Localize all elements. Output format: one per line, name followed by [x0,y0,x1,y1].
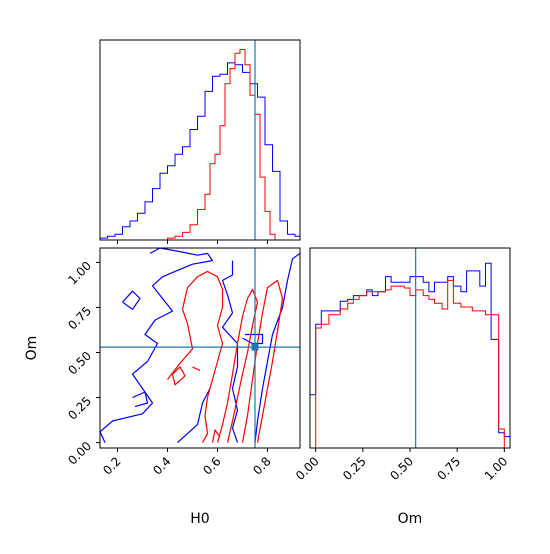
om-tick-label: 0.50 [65,349,94,378]
h0-tick-label: 0.4 [150,454,173,477]
x-axis-label-om: Om [398,511,423,527]
contour-blue-3 [254,252,300,443]
x-axis-label-h0: H0 [190,511,209,527]
om-hist-series-red [315,279,505,448]
contour-blue-2 [221,260,239,443]
h0-hist-frame [99,39,301,241]
h0-hist-series-red [167,49,276,240]
om-tick-label: 0.00 [65,439,94,468]
contour-blue-6 [132,391,149,408]
om-hist-series-blue [309,262,511,448]
contour-red-3 [171,366,186,386]
om-tick-label: 0.25 [65,394,94,423]
contour-red-5 [211,429,221,443]
h0-om-joint-panel: 0.2 0.4 0.6 0.8 0.00 0.25 0.50 0.75 1.00 H0 Om [24,247,301,527]
y-axis-label-om: Om [24,336,40,361]
joint-plot-area [100,248,300,448]
om-tick-label: 0.75 [434,454,463,483]
om-tick-label: 0.50 [387,454,416,483]
contour-red-2 [241,279,284,443]
om-tick-label: 1.00 [65,259,94,288]
contour-blue-4 [242,333,264,345]
joint-frame [99,247,301,449]
contour-red-1 [216,288,259,443]
h0-tick-label: 0.8 [250,454,273,477]
contour-red-0 [167,270,224,443]
om-tick-label: 1.00 [482,454,511,483]
contour-blue-5 [122,290,141,310]
h0-hist-series-blue [99,62,301,240]
contour-blue-0 [100,248,214,443]
om-tick-label: 0.25 [340,454,369,483]
h0-marginal-panel [99,39,301,244]
contour-red-4 [192,366,201,372]
om-tick-label: 0.75 [65,304,94,333]
om-tick-label: 0.00 [293,454,322,483]
om-marginal-panel: 0.00 0.25 0.50 0.75 1.00 Om [293,247,511,527]
contour-blue-1 [177,388,211,444]
h0-tick-label: 0.6 [200,454,223,477]
truth-marker [251,343,259,351]
h0-tick-label: 0.2 [100,454,123,477]
